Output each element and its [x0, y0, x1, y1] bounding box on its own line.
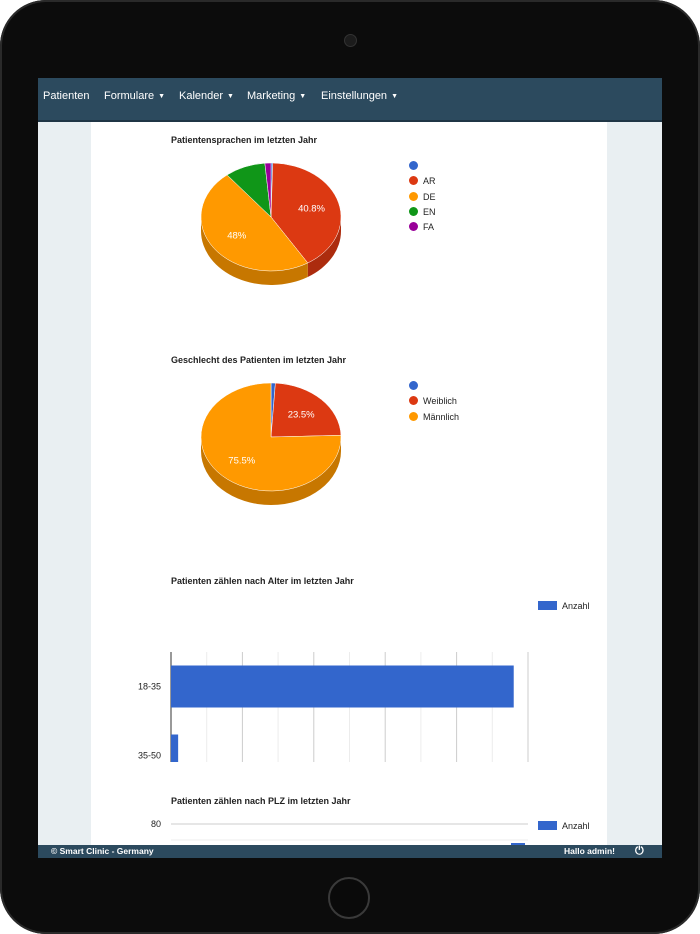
legend-item: Anzahl: [538, 600, 590, 612]
pie-slice-side: [307, 217, 341, 277]
legend-dot: [409, 176, 418, 185]
chart-title-gender: Geschlecht des Patienten im letzten Jahr: [171, 355, 347, 365]
nav-item-einstellungen[interactable]: Einstellungen ▼: [321, 89, 398, 104]
nav-item-patienten[interactable]: Patienten: [43, 89, 89, 103]
bar[interactable]: [171, 734, 179, 763]
pie-slice[interactable]: [270, 162, 342, 264]
chart-title-age: Patienten zählen nach Alter im letzten J…: [171, 576, 354, 586]
legend-label: Anzahl: [562, 601, 590, 611]
legend-item: FA: [409, 221, 434, 233]
power-icon[interactable]: ⏻: [635, 845, 644, 857]
legend-dot: [409, 412, 418, 421]
nav-item-formulare[interactable]: Formulare ▼: [104, 89, 165, 104]
pie-slice-label: 48%: [227, 231, 247, 242]
copyright-text: © Smart Clinic - Germany: [51, 846, 154, 856]
category-label: 18-35: [138, 682, 161, 692]
camera: [344, 34, 357, 47]
caret-down-icon: ▼: [299, 93, 307, 100]
bar[interactable]: [171, 665, 514, 708]
caret-down-icon: ▼: [227, 93, 234, 100]
app-screen: Patienten Formulare ▼ Kalender ▼ Marketing…: [38, 78, 662, 858]
pie-chart-languages: 40.8% 48%: [201, 162, 342, 285]
nav-item-label: Kalender: [179, 90, 224, 102]
legend-dot: [409, 396, 418, 405]
legend-item: DE: [409, 191, 436, 203]
legend-dot: [409, 207, 418, 216]
caret-down-icon: ▼: [391, 93, 398, 100]
greeting-text: Hallo admin!: [564, 846, 616, 856]
legend-label: Anzahl: [562, 821, 590, 831]
home-button[interactable]: [328, 877, 370, 919]
top-navbar: Patienten Formulare ▼ Kalender ▼ Marketing…: [38, 78, 662, 122]
pie-slice-side: [201, 217, 308, 285]
pie-slice[interactable]: [201, 174, 309, 272]
legend-item: Weiblich: [409, 395, 457, 407]
dashboard-content: Patientensprachen im letzten Jahr 40.8% 4…: [91, 122, 607, 846]
legend-dot: [409, 222, 418, 231]
legend-label: Männlich: [423, 412, 460, 422]
nav-item-label: Marketing: [247, 90, 296, 102]
pie-chart-gender: 23.5% 75.5%: [201, 382, 342, 505]
legend-item: EN: [409, 206, 436, 218]
caret-down-icon: ▼: [158, 93, 166, 100]
pie-slice-label: 75.5%: [228, 455, 255, 466]
nav-item-label: Patienten: [43, 90, 90, 102]
footer-bar: © Smart Clinic - Germany Hallo admin! ⏻: [38, 845, 662, 858]
legend-item: [409, 160, 423, 172]
chart-title-plz: Patienten zählen nach PLZ im letzten Jah…: [171, 796, 351, 806]
bar[interactable]: [511, 843, 525, 846]
nav-item-label: Einstellungen: [321, 90, 388, 102]
bar-chart-plz: 80: [151, 819, 528, 846]
legend-dot: [409, 381, 418, 390]
legend-label: AR: [423, 176, 436, 186]
legend-swatch: [538, 601, 557, 610]
legend-label: EN: [423, 207, 436, 217]
legend-item: Anzahl: [538, 820, 590, 832]
legend-dot: [409, 161, 418, 170]
category-label: 35-50: [138, 751, 161, 761]
pie-slice[interactable]: [264, 162, 272, 218]
legend-label: Weiblich: [423, 396, 457, 406]
nav-item-label: Formulare: [104, 90, 155, 102]
legend-swatch: [538, 821, 557, 830]
chart-title-languages: Patientensprachen im letzten Jahr: [171, 135, 318, 145]
nav-item-marketing[interactable]: Marketing ▼: [247, 89, 306, 104]
legend-item: AR: [409, 175, 436, 187]
y-tick-label: 80: [151, 819, 161, 829]
legend-label: FA: [423, 222, 435, 232]
pie-slice-side: [201, 437, 341, 505]
pie-slice[interactable]: [201, 382, 342, 492]
legend-label: DE: [423, 192, 436, 202]
legend-item: Männlich: [409, 411, 459, 423]
pie-slice-label: 40.8%: [298, 204, 325, 215]
pie-slice-label: 23.5%: [288, 409, 315, 420]
pie-slice[interactable]: [270, 382, 342, 438]
legend-dot: [409, 192, 418, 201]
legend-item: [409, 380, 423, 392]
nav-item-kalender[interactable]: Kalender ▼: [179, 89, 234, 104]
